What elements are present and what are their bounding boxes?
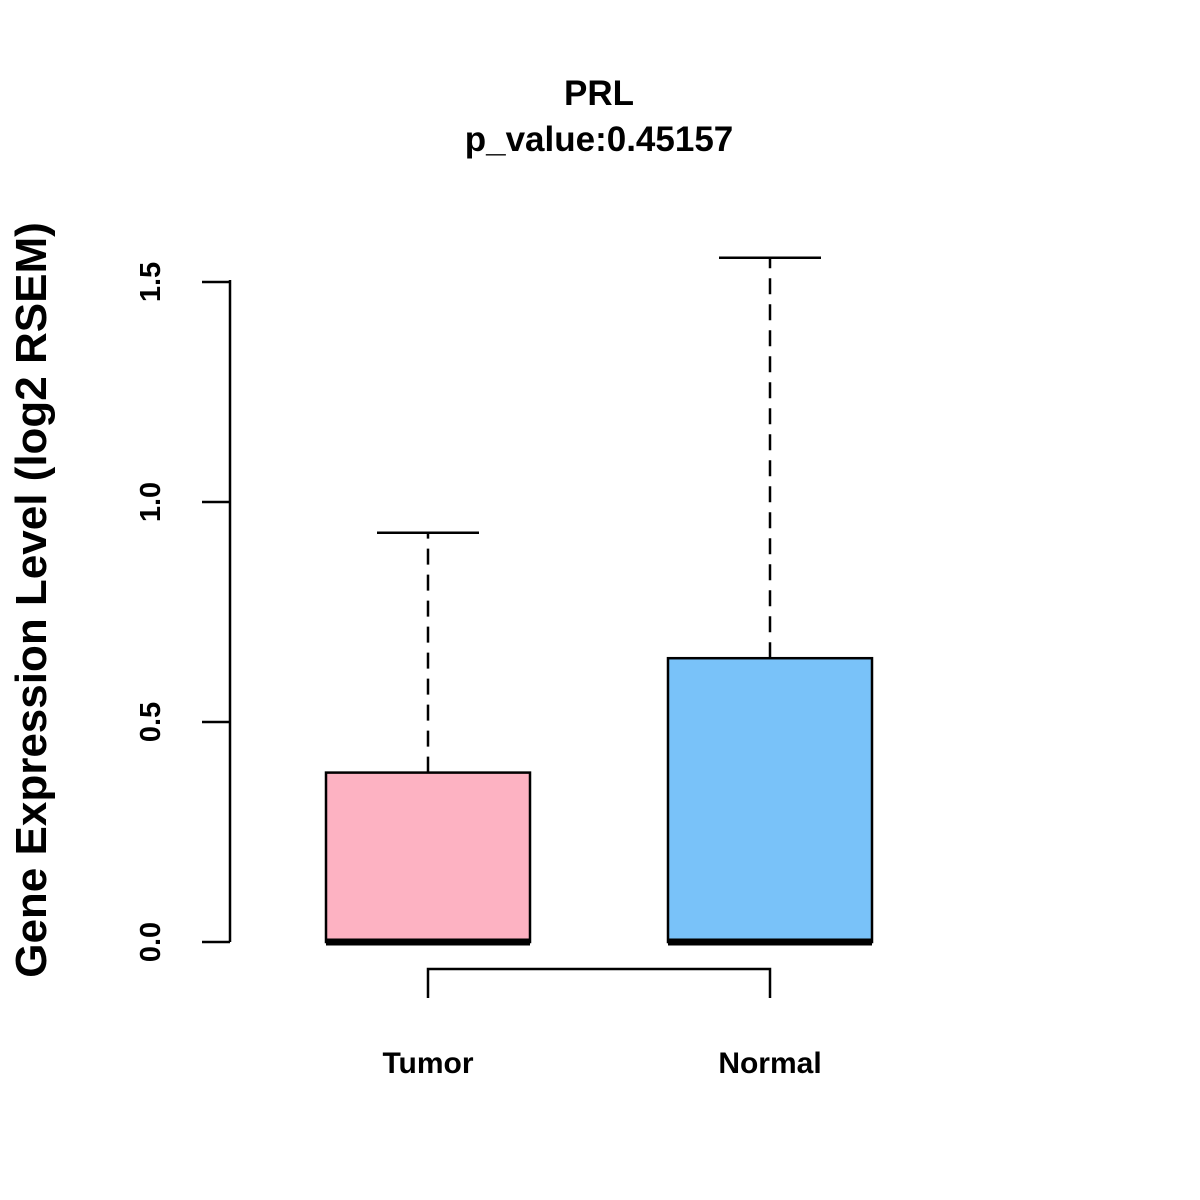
chart-title: PRL bbox=[564, 74, 634, 113]
category-labels: Tumor Normal bbox=[382, 1047, 821, 1080]
y-axis-ticks: 0.0 0.5 1.0 1.5 bbox=[135, 262, 230, 962]
tumor-box bbox=[324, 771, 532, 944]
chart-subtitle: p_value:0.45157 bbox=[465, 120, 734, 159]
category-label-normal: Normal bbox=[718, 1047, 821, 1080]
boxes-group bbox=[324, 256, 874, 946]
y-axis-label: Gene Expression Level (log2 RSEM) bbox=[7, 222, 56, 978]
normal-box bbox=[666, 656, 874, 944]
y-tick-label-3: 1.5 bbox=[135, 262, 167, 302]
category-label-tumor: Tumor bbox=[382, 1047, 473, 1080]
bracket-line bbox=[426, 967, 772, 998]
comparison-bracket bbox=[426, 967, 772, 998]
y-tick-label-2: 1.0 bbox=[135, 482, 167, 522]
y-tick-label-0: 0.0 bbox=[135, 922, 167, 962]
y-tick-label-1: 0.5 bbox=[135, 702, 167, 742]
